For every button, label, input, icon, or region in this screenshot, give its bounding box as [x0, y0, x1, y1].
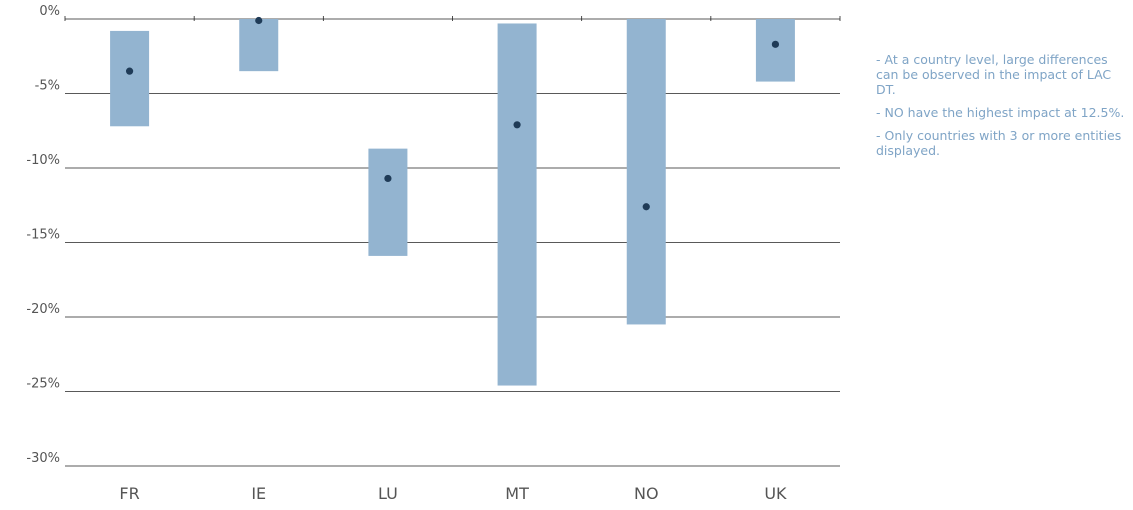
marker-uk [771, 40, 780, 48]
marker-lu [384, 174, 392, 183]
x-tick-label: UK [764, 484, 787, 503]
range-bar-ie [239, 19, 279, 72]
x-tick-label: FR [119, 484, 139, 503]
y-tick-label: -20% [26, 302, 60, 317]
y-tick-label: -15% [26, 228, 60, 243]
x-tick-label: IE [251, 484, 266, 503]
y-tick-label: -5% [35, 79, 60, 94]
note-3: - Only countries with 3 or more entities… [876, 128, 1122, 158]
range-bar-uk [755, 19, 795, 82]
y-tick-label: -30% [26, 451, 60, 466]
range-bar-mt [497, 23, 537, 386]
range-bar-fr [110, 30, 150, 127]
range-bar-no [626, 19, 666, 325]
y-tick-label: 0% [39, 4, 60, 19]
range-bar-lu [368, 148, 408, 256]
x-tick-label: NO [634, 484, 659, 503]
note-2: - NO have the highest impact at 12.5%. [876, 105, 1125, 120]
marker-mt [513, 121, 521, 129]
x-tick-label: LU [378, 484, 398, 503]
note-1: - At a country level, large differences … [876, 52, 1112, 97]
marker-ie [255, 16, 263, 25]
chart-notes: - At a country level, large differences … [876, 52, 1126, 166]
marker-fr [125, 67, 134, 75]
y-tick-label: -25% [26, 377, 60, 392]
y-tick-label: -10% [26, 153, 60, 168]
marker-no [642, 203, 650, 211]
x-tick-label: MT [505, 484, 529, 503]
